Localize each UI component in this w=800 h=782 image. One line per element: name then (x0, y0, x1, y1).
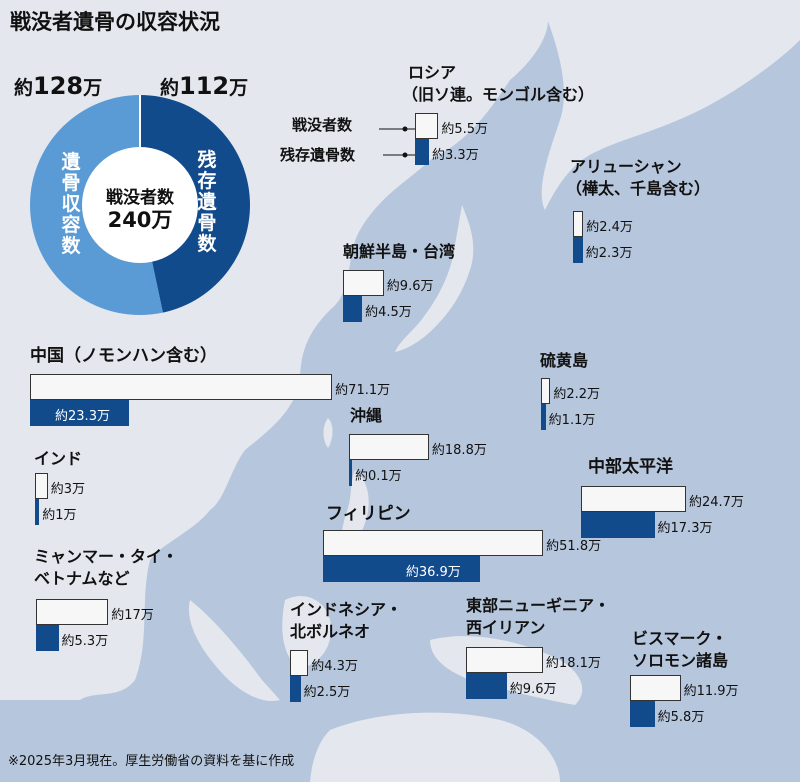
collected-unit: 万 (83, 77, 103, 99)
value-remaining-bismarck: 約5.8万 (657, 710, 705, 725)
taiwan-shape (323, 418, 333, 448)
bar-deaths-china (30, 374, 333, 400)
bar-deaths-russia (415, 113, 439, 139)
donut-center-label: 戦没者数 (106, 188, 174, 208)
bar-deaths-aleutian (573, 211, 584, 237)
japan-shape (395, 205, 474, 352)
bar-remaining-russia (415, 139, 430, 165)
bar-remaining-aleutian (573, 237, 583, 263)
region-name-china: 中国（ノモンハン含む） (30, 346, 217, 366)
value-deaths-central-pacific: 約24.7万 (688, 495, 744, 510)
region-name-bismarck: ビスマーク・ (632, 629, 728, 648)
value-remaining-myanmar: 約5.3万 (61, 634, 109, 649)
value-deaths-new-guinea: 約18.1万 (545, 656, 601, 671)
bar-deaths-okinawa (349, 434, 429, 460)
bar-deaths-myanmar (36, 599, 109, 625)
value-deaths-bismarck: 約11.9万 (683, 684, 739, 699)
bar-deaths-bismarck (630, 675, 681, 701)
region-name-russia: ロシア (408, 63, 457, 82)
region-name-korea-taiwan: 朝鮮半島・台湾 (343, 242, 456, 261)
region-sub-aleutian: （樺太、千島含む） (566, 179, 711, 198)
value-deaths-philippines: 約51.8万 (546, 539, 602, 554)
value-remaining-india: 約1万 (42, 508, 77, 523)
bar-deaths-india (35, 473, 48, 499)
region-name-myanmar: ミャンマー・タイ・ (34, 547, 179, 566)
donut-chart (30, 95, 250, 315)
region-sub-myanmar: ベトナムなど (34, 569, 130, 588)
remaining-unit: 万 (229, 77, 249, 99)
value-deaths-korea-taiwan: 約9.6万 (386, 279, 434, 294)
collected-prefix: 約 (14, 77, 34, 99)
far-east-shape (540, 0, 800, 210)
bar-deaths-indonesia (290, 650, 309, 676)
bar-remaining-new-guinea (466, 673, 507, 699)
bar-remaining-bismarck (630, 701, 655, 727)
value-remaining-new-guinea: 約9.6万 (509, 682, 557, 697)
bar-deaths-korea-taiwan (343, 270, 384, 296)
region-name-indonesia: インドネシア・ (290, 600, 403, 619)
bar-deaths-iwojima (541, 378, 551, 404)
region-name-india: インド (34, 449, 83, 468)
footnote: ※2025年3月現在。厚生労働省の資料を基に作成 (8, 754, 295, 769)
legend-connectors (379, 126, 415, 158)
value-remaining-philippines: 約36.9万 (405, 565, 461, 580)
value-deaths-indonesia: 約4.3万 (311, 659, 358, 674)
donut-label-collected: 遺骨収容数 (61, 151, 81, 257)
value-remaining-china: 約23.3万 (55, 409, 110, 424)
value-deaths-russia: 約5.5万 (441, 122, 489, 137)
bar-remaining-myanmar (36, 625, 59, 651)
value-remaining-central-pacific: 約17.3万 (657, 521, 713, 536)
value-remaining-iwojima: 約1.1万 (548, 413, 596, 428)
region-sub-russia: （旧ソ連。モンゴル含む） (402, 85, 595, 104)
remaining-prefix: 約 (160, 77, 180, 99)
value-remaining-russia: 約3.3万 (432, 148, 479, 163)
value-remaining-aleutian: 約2.3万 (585, 246, 633, 261)
bar-deaths-central-pacific (581, 486, 686, 512)
bar-remaining-philippines (323, 556, 480, 582)
bar-remaining-india (35, 499, 40, 525)
collected-total: 約128万 (14, 72, 102, 100)
region-name-okinawa: 沖縄 (350, 406, 383, 425)
remaining-num: 112 (179, 72, 230, 100)
remaining-total: 約112万 (160, 72, 248, 100)
bar-deaths-new-guinea (466, 647, 543, 673)
bar-remaining-iwojima (541, 404, 546, 430)
bar-remaining-korea-taiwan (343, 296, 363, 322)
value-remaining-korea-taiwan: 約4.5万 (365, 305, 412, 320)
value-deaths-china: 約71.1万 (335, 383, 391, 398)
chart-title: 戦没者遺骨の収容状況 (10, 10, 220, 34)
region-sub-indonesia: 北ボルネオ (290, 622, 371, 641)
value-deaths-india: 約3万 (50, 482, 86, 497)
bar-remaining-okinawa (349, 460, 352, 486)
donut-label-remaining: 残存遺骨数 (197, 149, 217, 255)
region-name-aleutian: アリューシャン (570, 157, 682, 176)
region-sub-bismarck: ソロモン諸島 (632, 651, 729, 670)
region-name-iwojima: 硫黄島 (540, 351, 589, 370)
legend-remaining: 残存遺骨数 (280, 146, 356, 164)
region-name-philippines: フィリピン (326, 504, 411, 524)
bar-remaining-indonesia (290, 676, 301, 702)
donut-center: 戦没者数 240万 (82, 188, 198, 234)
bar-remaining-china (30, 400, 130, 426)
donut-hole (82, 147, 198, 263)
bar-deaths-philippines (323, 530, 544, 556)
value-deaths-okinawa: 約18.8万 (431, 443, 487, 458)
indonesia-shape (188, 600, 280, 701)
value-remaining-okinawa: 約0.1万 (355, 469, 402, 484)
bar-remaining-central-pacific (581, 512, 655, 538)
region-name-new-guinea: 東部ニューギニア・ (466, 596, 611, 615)
value-deaths-aleutian: 約2.4万 (586, 220, 633, 235)
value-deaths-iwojima: 約2.2万 (553, 387, 601, 402)
region-name-central-pacific: 中部太平洋 (588, 457, 673, 477)
australia-shape (310, 712, 560, 782)
collected-num: 128 (33, 72, 84, 100)
value-remaining-indonesia: 約2.5万 (303, 685, 351, 700)
legend-deaths: 戦没者数 (292, 116, 353, 134)
region-sub-new-guinea: 西イリアン (466, 618, 546, 637)
donut-center-value: 240万 (107, 208, 173, 233)
value-deaths-myanmar: 約17万 (111, 608, 154, 623)
